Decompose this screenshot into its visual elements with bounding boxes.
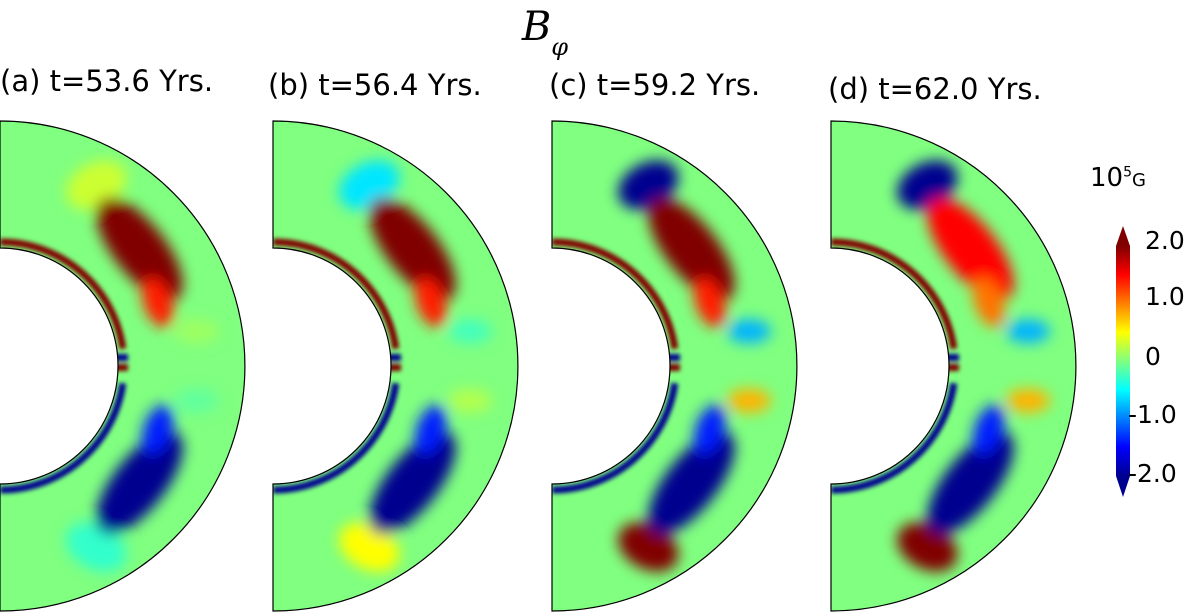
hemisphere-panel	[272, 120, 519, 612]
colorbar-gradient	[1116, 246, 1130, 476]
field-belt	[369, 197, 456, 301]
field-patch	[1005, 388, 1050, 413]
domain-outline	[272, 120, 519, 612]
tachocline-layer	[552, 238, 679, 350]
field-patch	[972, 404, 1005, 455]
field-patch	[618, 522, 679, 572]
equator-band	[664, 354, 680, 361]
field-patch	[141, 277, 174, 328]
equator-band	[112, 354, 128, 361]
field-patch	[897, 522, 958, 572]
field-patch	[174, 319, 219, 344]
field-patch	[447, 388, 492, 413]
panel-label-d: (d) t=62.0 Yrs.	[828, 72, 1042, 106]
colorbar-bottom-arrow	[1116, 476, 1130, 497]
field-patch	[618, 160, 679, 210]
colorbar-top-arrow	[1116, 226, 1130, 246]
figure-title: Bφ	[521, 4, 569, 61]
field-belt	[927, 197, 1014, 301]
colorbar-tick-label: 0	[1145, 342, 1161, 371]
field-patch	[693, 277, 726, 328]
tachocline-layer	[552, 382, 679, 494]
hemisphere-panel	[0, 120, 246, 612]
hemisphere-panel	[551, 120, 798, 612]
domain-outline	[830, 120, 1077, 612]
equator-band	[664, 364, 680, 371]
field-patch	[447, 319, 492, 344]
panels-group	[0, 120, 1077, 612]
field-belt	[648, 431, 735, 535]
colorbar-tick-label: -1.0	[1128, 400, 1177, 429]
panel-label-a: (a) t=53.6 Yrs.	[0, 64, 214, 98]
field-patch	[414, 404, 447, 455]
field-patch	[66, 160, 127, 210]
colorbar-unit-label: 105G	[1090, 163, 1146, 193]
field-patch	[693, 404, 726, 455]
colorbar	[1116, 226, 1130, 497]
field-patch	[897, 160, 958, 210]
tachocline-layer	[831, 382, 958, 494]
domain-outline	[0, 120, 246, 612]
tachocline-layer	[0, 238, 127, 350]
tachocline-layer	[273, 238, 400, 350]
equator-band	[385, 364, 401, 371]
field-patch	[726, 388, 771, 413]
domain-outline	[551, 120, 798, 612]
field-belt	[369, 431, 456, 535]
panel-label-c: (c) t=59.2 Yrs.	[549, 68, 761, 102]
colorbar-tick-label: -2.0	[1128, 459, 1177, 488]
colorbar-tick-label: 1.0	[1145, 282, 1185, 311]
tachocline-layer	[0, 382, 127, 494]
tachocline-layer	[831, 238, 958, 350]
equator-band	[943, 354, 959, 361]
field-patch	[141, 404, 174, 455]
equator-band	[943, 364, 959, 371]
field-patch	[726, 319, 771, 344]
equator-band	[112, 364, 128, 371]
field-patch	[414, 277, 447, 328]
hemisphere-panel	[830, 120, 1077, 612]
field-patch	[339, 160, 400, 210]
panel-label-b: (b) t=56.4 Yrs.	[268, 68, 482, 102]
field-belt	[927, 431, 1014, 535]
field-patch	[174, 388, 219, 413]
field-patch	[1005, 319, 1050, 344]
field-patch	[339, 522, 400, 572]
field-belt	[648, 197, 735, 301]
field-belt	[96, 197, 183, 301]
colorbar-tick-label: 2.0	[1145, 226, 1185, 255]
tachocline-layer	[273, 382, 400, 494]
field-belt	[96, 431, 183, 535]
field-patch	[66, 522, 127, 572]
equator-band	[385, 354, 401, 361]
field-patch	[972, 277, 1005, 328]
